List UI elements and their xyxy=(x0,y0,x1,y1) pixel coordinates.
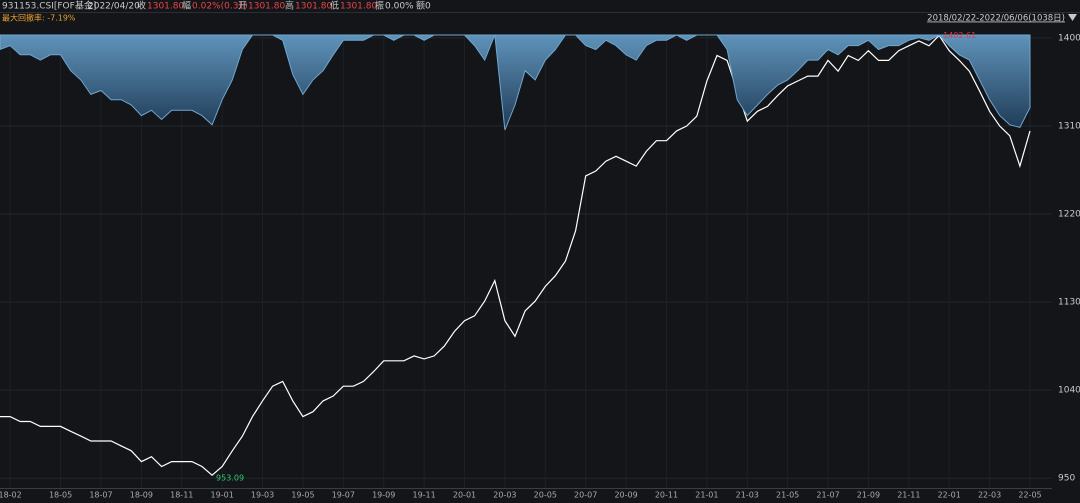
x-tick-label: 21-11 xyxy=(897,491,920,500)
y-tick-label: 950 xyxy=(1058,474,1075,484)
x-tick-label: 18-09 xyxy=(130,491,153,500)
price-line xyxy=(0,34,1031,476)
x-tick-label: 21-01 xyxy=(695,491,718,500)
x-tick-label: 19-05 xyxy=(291,491,314,500)
label: 幅 xyxy=(182,0,191,12)
x-tick-label: 21-03 xyxy=(736,491,759,500)
x-tick-label: 22-03 xyxy=(978,491,1001,500)
x-tick-label: 19-09 xyxy=(372,491,395,500)
label: 收 xyxy=(137,0,146,12)
max-label: 1402.61 xyxy=(943,31,976,40)
value: 0.02%(0.31) xyxy=(192,2,248,12)
y-tick-label: 1130 xyxy=(1058,298,1080,308)
label: 低 xyxy=(330,0,339,12)
x-tick-label: 21-09 xyxy=(857,491,880,500)
code: 931153.CSI[FOF基金] xyxy=(2,0,96,12)
x-tick-label: 20-09 xyxy=(614,491,637,500)
x-tick-label: 19-03 xyxy=(251,491,274,500)
label: 高 xyxy=(285,0,294,12)
label: 振 xyxy=(375,0,384,12)
y-tick-label: 1220 xyxy=(1058,210,1080,220)
x-tick-label: 19-07 xyxy=(332,491,355,500)
x-tick-label: 22-01 xyxy=(938,491,961,500)
y-tick-label: 1400 xyxy=(1058,33,1080,43)
value: 0 xyxy=(425,2,431,12)
x-tick-label: 18-11 xyxy=(170,491,193,500)
value: 1301.80 xyxy=(147,2,184,12)
x-tick-label: 20-05 xyxy=(534,491,557,500)
value: 0.00% xyxy=(385,2,414,12)
x-tick-label: 21-05 xyxy=(776,491,799,500)
dropdown-arrow[interactable] xyxy=(1068,14,1077,21)
label: 额 xyxy=(416,0,425,12)
y-tick-label: 1040 xyxy=(1058,386,1080,396)
drawdown-area xyxy=(0,34,1031,131)
x-tick-label: 20-11 xyxy=(655,491,678,500)
date-range[interactable]: 2018/02/22-2022/06/06(1038日) xyxy=(927,14,1065,24)
y-tick-label: 1310 xyxy=(1058,121,1080,131)
x-tick-label: 20-07 xyxy=(574,491,597,500)
value: 1301.80 xyxy=(295,2,332,12)
x-tick-label: 18-07 xyxy=(89,491,112,500)
x-tick-label: 18-05 xyxy=(49,491,72,500)
min-label: 953.09 xyxy=(216,474,244,483)
x-tick-label: 21-07 xyxy=(816,491,839,500)
x-tick-label: 20-01 xyxy=(453,491,476,500)
max-drawdown: 最大回撤率: -7.19% xyxy=(2,13,76,23)
value: 1301.80 xyxy=(248,2,285,12)
x-tick-label: 19-01 xyxy=(211,491,234,500)
date: 2022/04/20 xyxy=(88,2,140,12)
label: 开 xyxy=(238,1,247,12)
x-tick-label: 22-05 xyxy=(1018,491,1041,500)
x-tick-label: 19-11 xyxy=(412,491,435,500)
x-tick-label: 20-03 xyxy=(493,491,516,500)
value: 1301.80 xyxy=(340,2,377,12)
x-tick-label: 18-02 xyxy=(0,491,22,500)
